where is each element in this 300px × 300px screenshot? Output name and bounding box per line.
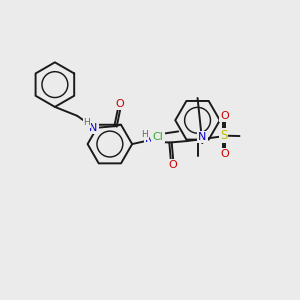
Text: S: S [220, 129, 227, 142]
Text: O: O [220, 111, 229, 121]
Text: N: N [198, 132, 206, 142]
Text: H: H [84, 118, 90, 127]
Text: O: O [220, 149, 229, 159]
Text: N: N [145, 134, 154, 144]
Text: H: H [141, 130, 147, 139]
Text: O: O [115, 99, 124, 109]
Text: N: N [89, 123, 98, 133]
Text: O: O [168, 160, 177, 170]
Text: Cl: Cl [153, 132, 164, 142]
